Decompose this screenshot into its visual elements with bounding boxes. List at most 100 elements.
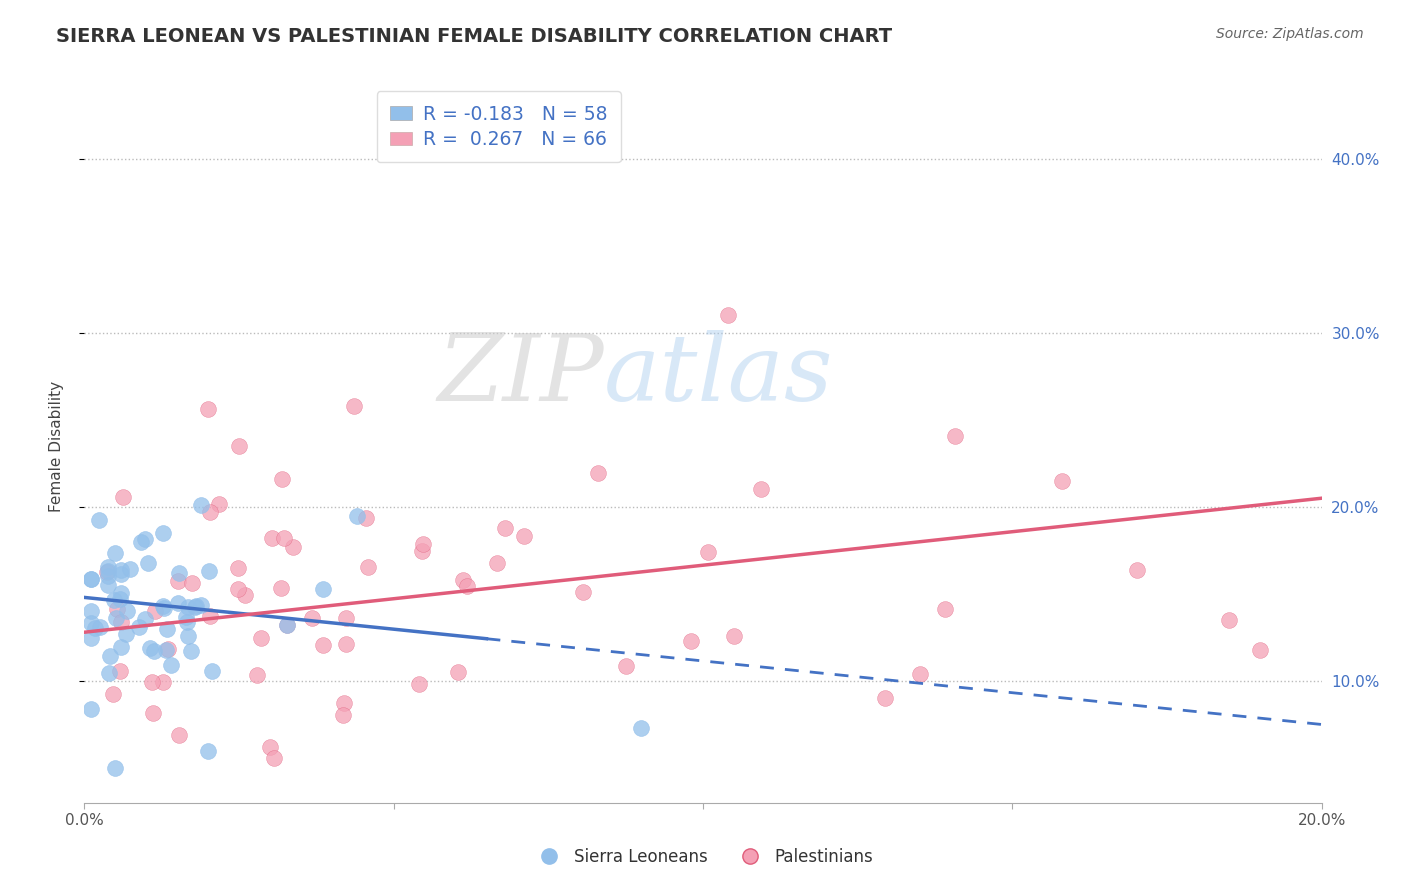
Sierra Leoneans (84, 621, 107, 635)
Palestinians (233, 588, 256, 602)
Sierra Leoneans (155, 642, 177, 657)
Sierra Leoneans (136, 556, 159, 570)
Sierra Leoneans (176, 615, 198, 630)
Palestinians (208, 497, 231, 511)
Palestinians (485, 557, 508, 571)
Palestinians (228, 561, 250, 575)
Palestinians (343, 400, 366, 414)
Palestinians (180, 576, 202, 591)
Sierra Leoneans (108, 592, 131, 607)
Sierra Leoneans (190, 498, 212, 512)
Palestinians (105, 601, 128, 615)
Sierra Leoneans (177, 600, 200, 615)
Sierra Leoneans (276, 617, 298, 632)
Palestinians (1050, 474, 1073, 488)
Sierra Leoneans (152, 525, 174, 540)
Palestinians (260, 531, 283, 545)
Sierra Leoneans (79, 572, 101, 586)
Sierra Leoneans (79, 572, 101, 586)
Sierra Leoneans (139, 640, 162, 655)
Palestinians (614, 659, 637, 673)
Sierra Leoneans (104, 761, 127, 775)
Palestinians (145, 604, 167, 618)
Palestinians (679, 634, 702, 648)
Sierra Leoneans (190, 598, 212, 612)
Sierra Leoneans (103, 593, 125, 607)
Palestinians (934, 602, 956, 616)
Palestinians (312, 638, 335, 652)
Sierra Leoneans (105, 611, 128, 625)
Palestinians (270, 581, 292, 595)
Palestinians (335, 611, 357, 625)
Sierra Leoneans (166, 596, 188, 610)
Palestinians (1249, 642, 1271, 657)
Sierra Leoneans (80, 615, 103, 630)
Palestinians (110, 615, 132, 629)
Sierra Leoneans (186, 599, 208, 614)
Palestinians (943, 429, 966, 443)
Sierra Leoneans (97, 560, 120, 574)
Palestinians (332, 707, 354, 722)
Palestinians (408, 677, 430, 691)
Sierra Leoneans (120, 562, 142, 576)
Sierra Leoneans (197, 743, 219, 757)
Palestinians (1125, 563, 1147, 577)
Palestinians (586, 466, 609, 480)
Sierra Leoneans (97, 578, 120, 592)
Sierra Leoneans (142, 644, 165, 658)
Palestinians (451, 573, 474, 587)
Y-axis label: Female Disability: Female Disability (49, 380, 63, 512)
Sierra Leoneans (110, 563, 132, 577)
Palestinians (167, 574, 190, 588)
Sierra Leoneans (152, 599, 174, 613)
Palestinians (873, 690, 896, 705)
Sierra Leoneans (174, 610, 197, 624)
Sierra Leoneans (167, 566, 190, 580)
Palestinians (354, 511, 377, 525)
Sierra Leoneans (110, 566, 132, 581)
Sierra Leoneans (134, 532, 156, 546)
Palestinians (198, 505, 221, 519)
Sierra Leoneans (97, 564, 120, 578)
Palestinians (412, 537, 434, 551)
Legend: Sierra Leoneans, Palestinians: Sierra Leoneans, Palestinians (526, 842, 880, 873)
Palestinians (111, 490, 134, 504)
Sierra Leoneans (98, 648, 121, 663)
Palestinians (333, 696, 356, 710)
Sierra Leoneans (197, 564, 219, 578)
Palestinians (335, 637, 357, 651)
Sierra Leoneans (630, 721, 652, 735)
Palestinians (513, 529, 536, 543)
Palestinians (228, 439, 250, 453)
Sierra Leoneans (134, 612, 156, 626)
Sierra Leoneans (346, 508, 368, 523)
Palestinians (263, 751, 285, 765)
Sierra Leoneans (156, 623, 179, 637)
Palestinians (226, 582, 249, 596)
Palestinians (723, 629, 745, 643)
Palestinians (169, 728, 191, 742)
Palestinians (142, 706, 165, 721)
Palestinians (103, 687, 125, 701)
Palestinians (259, 740, 281, 755)
Palestinians (411, 544, 433, 558)
Sierra Leoneans (110, 586, 132, 600)
Palestinians (250, 632, 273, 646)
Sierra Leoneans (184, 600, 207, 615)
Sierra Leoneans (312, 582, 335, 597)
Palestinians (108, 664, 131, 678)
Sierra Leoneans (115, 604, 138, 618)
Sierra Leoneans (180, 644, 202, 658)
Palestinians (456, 579, 478, 593)
Sierra Leoneans (104, 546, 127, 560)
Palestinians (301, 611, 323, 625)
Palestinians (276, 617, 298, 632)
Palestinians (198, 608, 221, 623)
Palestinians (494, 521, 516, 535)
Sierra Leoneans (110, 640, 132, 654)
Palestinians (157, 642, 180, 657)
Palestinians (271, 472, 294, 486)
Sierra Leoneans (97, 569, 120, 583)
Sierra Leoneans (87, 513, 110, 527)
Text: SIERRA LEONEAN VS PALESTINIAN FEMALE DISABILITY CORRELATION CHART: SIERRA LEONEAN VS PALESTINIAN FEMALE DIS… (56, 27, 893, 45)
